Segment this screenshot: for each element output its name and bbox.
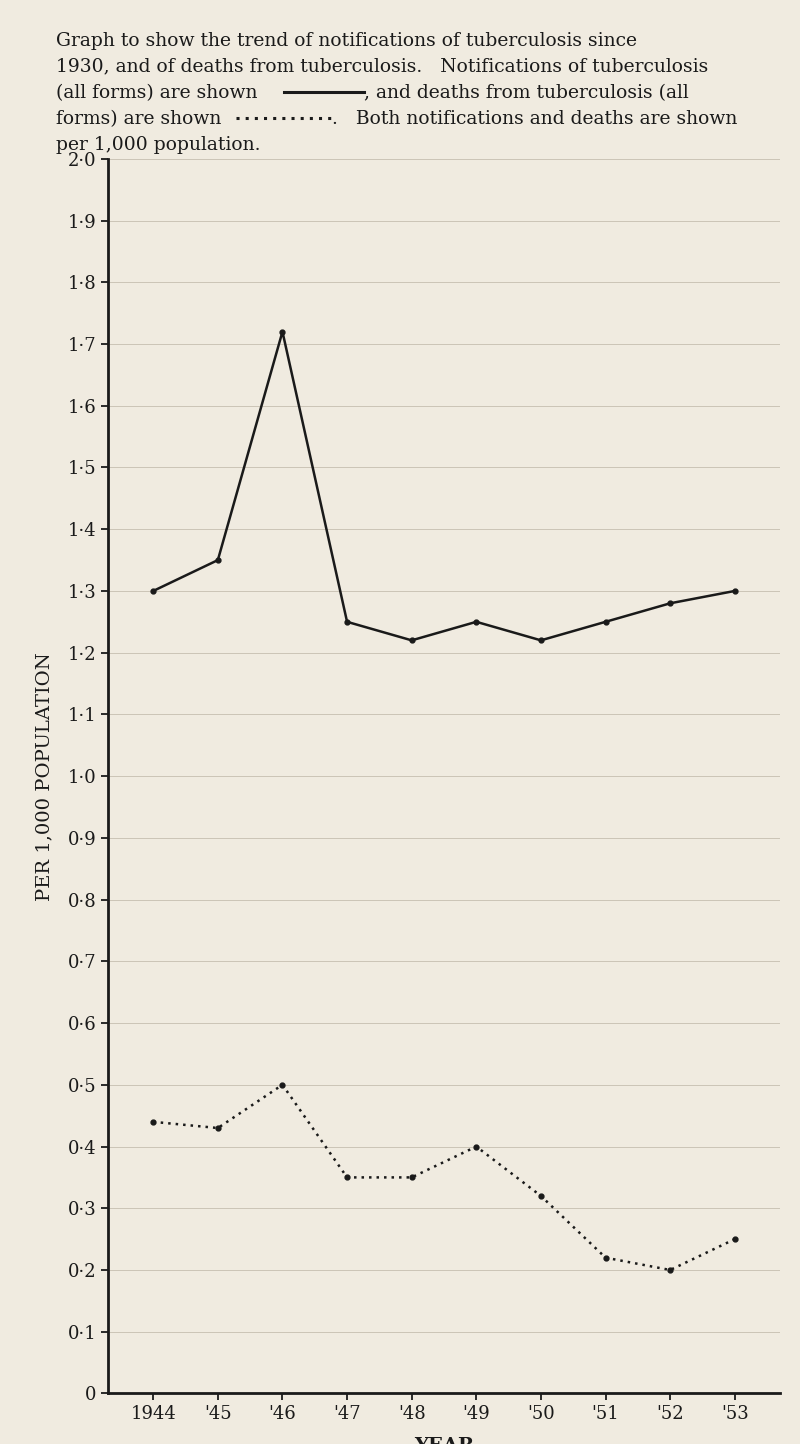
Text: , and deaths from tuberculosis (all: , and deaths from tuberculosis (all [364,84,689,101]
Text: forms) are shown: forms) are shown [56,110,227,127]
Text: per 1,000 population.: per 1,000 population. [56,136,261,153]
X-axis label: YEAR: YEAR [414,1437,474,1444]
Text: 1930, and of deaths from tuberculosis.   Notifications of tuberculosis: 1930, and of deaths from tuberculosis. N… [56,58,708,75]
Y-axis label: PER 1,000 POPULATION: PER 1,000 POPULATION [35,651,54,901]
Text: .   Both notifications and deaths are shown: . Both notifications and deaths are show… [332,110,738,127]
Text: (all forms) are shown: (all forms) are shown [56,84,263,101]
Text: Graph to show the trend of notifications of tuberculosis since: Graph to show the trend of notifications… [56,32,637,49]
